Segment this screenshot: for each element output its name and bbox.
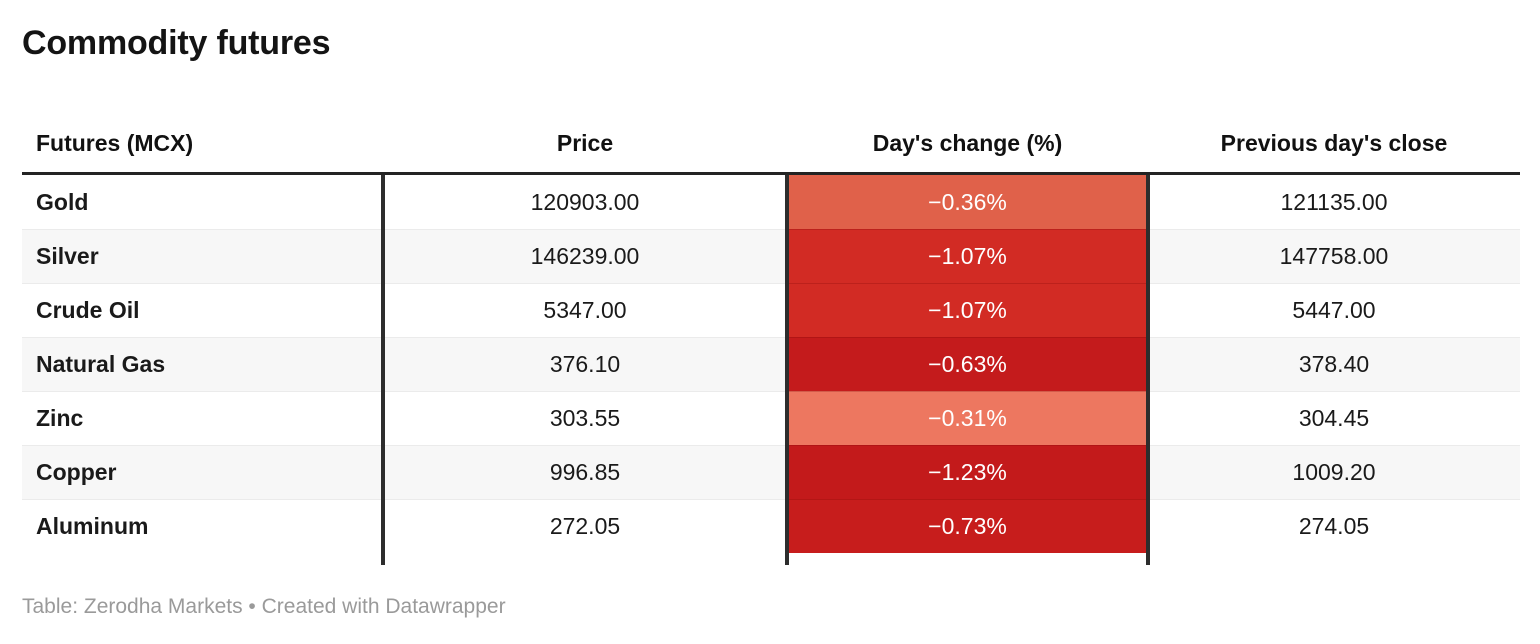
table-row: Aluminum 272.05 −0.73% 274.05 [22, 499, 1520, 553]
table-body: Gold 120903.00 −0.36% 121135.00 Silver 1… [22, 175, 1520, 565]
column-divider-2 [785, 175, 789, 565]
futures-name-cell: Natural Gas [22, 337, 383, 391]
price-cell: 272.05 [383, 499, 787, 553]
previous-close-cell: 378.40 [1148, 337, 1520, 391]
futures-name-cell: Zinc [22, 391, 383, 445]
previous-close-cell: 121135.00 [1280, 188, 1388, 215]
column-divider-1 [381, 175, 385, 565]
price-cell: 376.10 [383, 337, 787, 391]
header-price: Price [556, 129, 614, 156]
futures-name-cell: Gold [36, 188, 89, 215]
price-cell: 5347.00 [383, 283, 787, 337]
days-change-heatmap-cell: −1.23% [787, 445, 1148, 499]
previous-close-cell: 274.05 [1148, 499, 1520, 553]
days-change-heatmap-cell: −0.31% [787, 391, 1148, 445]
futures-name-cell: Copper [22, 445, 383, 499]
futures-name-cell: Aluminum [22, 499, 383, 553]
header-futures-mcx: Futures (MCX) [36, 129, 194, 156]
days-change-heatmap-cell: −1.07% [787, 283, 1148, 337]
price-cell: 120903.00 [530, 188, 640, 215]
futures-name-cell: Silver [22, 229, 383, 283]
days-change-heatmap-cell: −1.07% [787, 229, 1148, 283]
table-row: Crude Oil 5347.00 −1.07% 5447.00 [22, 283, 1520, 337]
previous-close-cell: 147758.00 [1148, 229, 1520, 283]
futures-name-cell: Crude Oil [22, 283, 383, 337]
days-change-heatmap-cell: −0.73% [787, 499, 1148, 553]
source-attribution: Table: Zerodha Markets • Created with Da… [22, 595, 506, 618]
price-cell: 303.55 [383, 391, 787, 445]
header-previous-close: Previous day's close [1220, 129, 1448, 156]
days-change-heatmap-cell: −0.36% [787, 175, 1148, 229]
previous-close-cell: 1009.20 [1148, 445, 1520, 499]
page-title: Commodity futures [22, 24, 331, 62]
column-divider-3 [1146, 175, 1150, 565]
days-change-heatmap-cell: −0.63% [787, 337, 1148, 391]
previous-close-cell: 304.45 [1148, 391, 1520, 445]
price-cell: 996.85 [383, 445, 787, 499]
commodity-table: Futures (MCX) Price Day's change (%) Pre… [22, 114, 1520, 565]
previous-close-cell: 5447.00 [1148, 283, 1520, 337]
table-row: Silver 146239.00 −1.07% 147758.00 [22, 229, 1520, 283]
table-header-row: Futures (MCX) Price Day's change (%) Pre… [22, 114, 1520, 175]
table-row: Copper 996.85 −1.23% 1009.20 [22, 445, 1520, 499]
table-row: Gold 120903.00 −0.36% 121135.00 [22, 175, 1520, 229]
table-row: Natural Gas 376.10 −0.63% 378.40 [22, 337, 1520, 391]
header-days-change: Day's change (%) [872, 129, 1063, 156]
price-cell: 146239.00 [383, 229, 787, 283]
table-row: Zinc 303.55 −0.31% 304.45 [22, 391, 1520, 445]
